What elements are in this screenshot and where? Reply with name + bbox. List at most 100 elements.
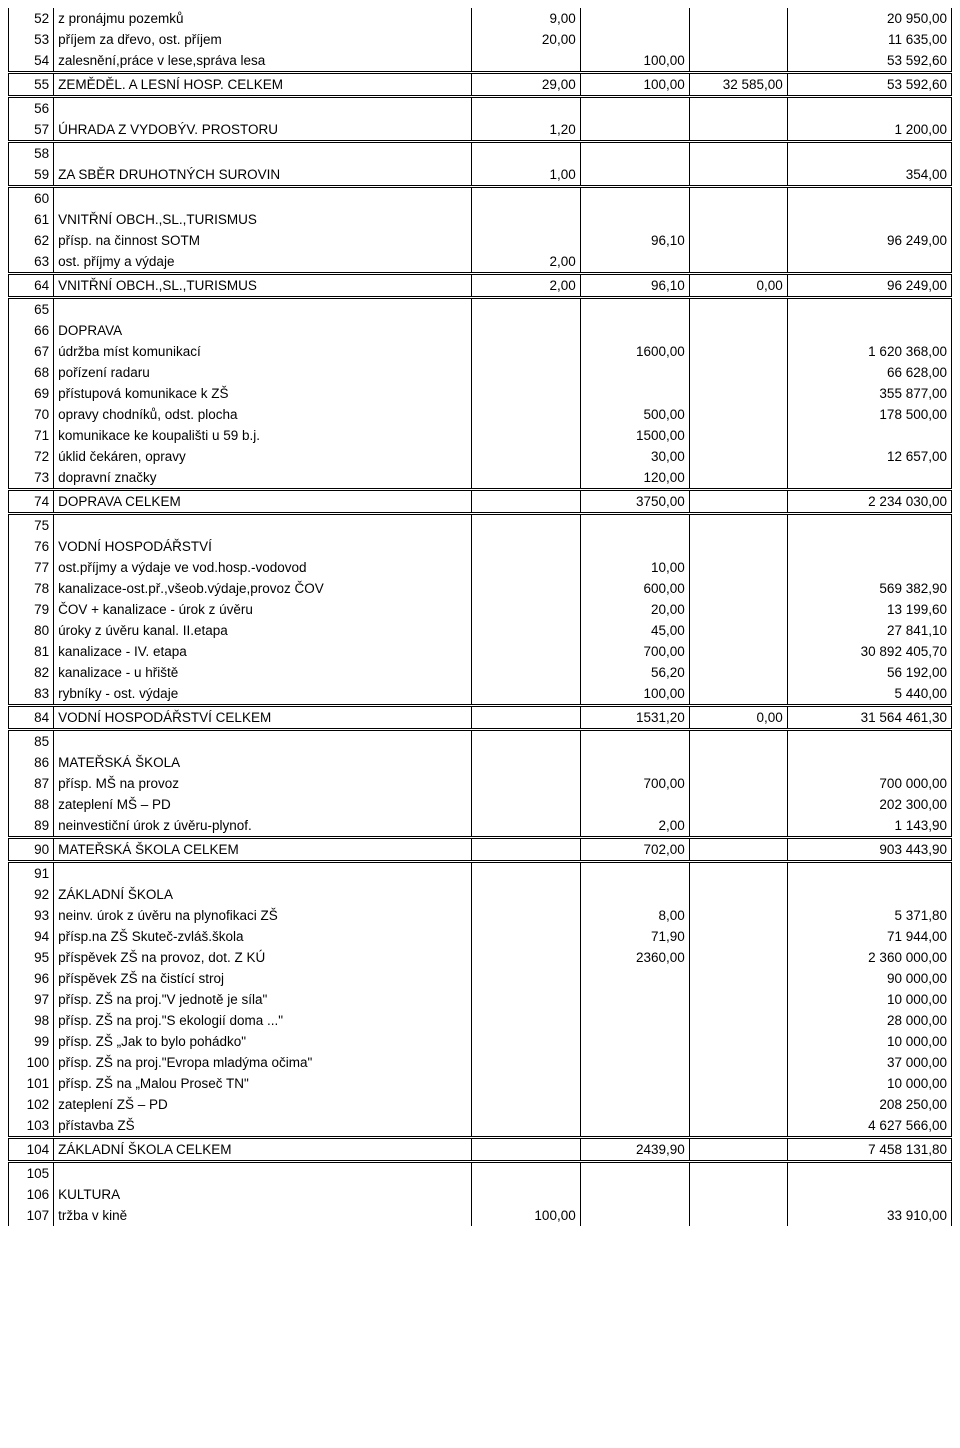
row-number: 61 [9, 209, 54, 230]
col-3 [689, 815, 787, 838]
row-description: pořízení radaru [54, 362, 472, 383]
table-row: 82kanalizace - u hřiště56,2056 192,00 [9, 662, 952, 683]
col-1 [471, 362, 580, 383]
col-4: 90 000,00 [787, 968, 951, 989]
col-3 [689, 514, 787, 537]
row-description: zalesnění,práce v lese,správa lesa [54, 50, 472, 73]
row-description: kanalizace-ost.př.,všeob.výdaje,provoz Č… [54, 578, 472, 599]
col-1 [471, 926, 580, 947]
col-1 [471, 578, 580, 599]
row-number: 66 [9, 320, 54, 341]
table-row: 60 [9, 187, 952, 210]
col-2 [580, 1031, 689, 1052]
row-description: DOPRAVA [54, 320, 472, 341]
col-4: 2 360 000,00 [787, 947, 951, 968]
row-description [54, 862, 472, 885]
col-1 [471, 730, 580, 753]
col-2: 120,00 [580, 467, 689, 490]
col-4: 37 000,00 [787, 1052, 951, 1073]
row-number: 58 [9, 142, 54, 165]
col-4: 10 000,00 [787, 1073, 951, 1094]
col-2 [580, 536, 689, 557]
col-1 [471, 1073, 580, 1094]
col-4: 10 000,00 [787, 989, 951, 1010]
row-number: 102 [9, 1094, 54, 1115]
table-row: 90MATEŘSKÁ ŠKOLA CELKEM702,00903 443,90 [9, 838, 952, 862]
table-row: 78kanalizace-ost.př.,všeob.výdaje,provoz… [9, 578, 952, 599]
col-2 [580, 29, 689, 50]
row-number: 98 [9, 1010, 54, 1031]
col-3 [689, 838, 787, 862]
row-description: přístupová komunikace k ZŠ [54, 383, 472, 404]
col-2 [580, 1010, 689, 1031]
col-2: 10,00 [580, 557, 689, 578]
col-3 [689, 773, 787, 794]
col-2: 500,00 [580, 404, 689, 425]
table-row: 77ost.příjmy a výdaje ve vod.hosp.-vodov… [9, 557, 952, 578]
row-description: přísp. ZŠ na proj."V jednotě je síla" [54, 989, 472, 1010]
col-3 [689, 119, 787, 142]
col-1 [471, 599, 580, 620]
col-2 [580, 362, 689, 383]
row-number: 60 [9, 187, 54, 210]
col-1 [471, 320, 580, 341]
col-2 [580, 251, 689, 274]
row-number: 53 [9, 29, 54, 50]
col-3 [689, 362, 787, 383]
table-row: 61VNITŘNÍ OBCH.,SL.,TURISMUS [9, 209, 952, 230]
row-description: úklid čekáren, opravy [54, 446, 472, 467]
col-4: 96 249,00 [787, 274, 951, 298]
row-description: přísp. ZŠ „Jak to bylo pohádko" [54, 1031, 472, 1052]
row-description: úroky z úvěru kanal. II.etapa [54, 620, 472, 641]
row-number: 56 [9, 97, 54, 120]
col-1 [471, 1184, 580, 1205]
col-2: 100,00 [580, 73, 689, 97]
col-2 [580, 383, 689, 404]
row-number: 101 [9, 1073, 54, 1094]
col-2: 71,90 [580, 926, 689, 947]
row-description: DOPRAVA CELKEM [54, 490, 472, 514]
col-2 [580, 1162, 689, 1185]
row-description [54, 514, 472, 537]
row-description: MATEŘSKÁ ŠKOLA CELKEM [54, 838, 472, 862]
col-4: 20 950,00 [787, 8, 951, 29]
col-4 [787, 1162, 951, 1185]
row-number: 105 [9, 1162, 54, 1185]
row-number: 104 [9, 1138, 54, 1162]
col-2: 2439,90 [580, 1138, 689, 1162]
col-2 [580, 730, 689, 753]
col-1 [471, 838, 580, 862]
col-2: 1531,20 [580, 706, 689, 730]
row-description: přísp. ZŠ na proj."S ekologií doma ..." [54, 1010, 472, 1031]
col-4: 1 620 368,00 [787, 341, 951, 362]
table-row: 97přísp. ZŠ na proj."V jednotě je síla"1… [9, 989, 952, 1010]
col-4 [787, 425, 951, 446]
col-1 [471, 383, 580, 404]
table-row: 103přístavba ZŠ4 627 566,00 [9, 1115, 952, 1138]
col-4: 11 635,00 [787, 29, 951, 50]
col-4: 4 627 566,00 [787, 1115, 951, 1138]
row-number: 71 [9, 425, 54, 446]
row-description: neinv. úrok z úvěru na plynofikaci ZŠ [54, 905, 472, 926]
col-3 [689, 641, 787, 662]
col-3 [689, 578, 787, 599]
row-description [54, 1162, 472, 1185]
col-4: 903 443,90 [787, 838, 951, 862]
col-3 [689, 536, 787, 557]
row-number: 73 [9, 467, 54, 490]
table-row: 92ZÁKLADNÍ ŠKOLA [9, 884, 952, 905]
col-3 [689, 230, 787, 251]
row-description: přísp. ZŠ na proj."Evropa mladýma očima" [54, 1052, 472, 1073]
col-3 [689, 1031, 787, 1052]
col-1 [471, 97, 580, 120]
col-4: 71 944,00 [787, 926, 951, 947]
table-row: 63ost. příjmy a výdaje2,00 [9, 251, 952, 274]
col-1 [471, 425, 580, 446]
col-2: 2360,00 [580, 947, 689, 968]
col-4: 96 249,00 [787, 230, 951, 251]
row-number: 69 [9, 383, 54, 404]
col-3 [689, 490, 787, 514]
col-1 [471, 989, 580, 1010]
table-row: 88zateplení MŠ – PD202 300,00 [9, 794, 952, 815]
col-1 [471, 706, 580, 730]
